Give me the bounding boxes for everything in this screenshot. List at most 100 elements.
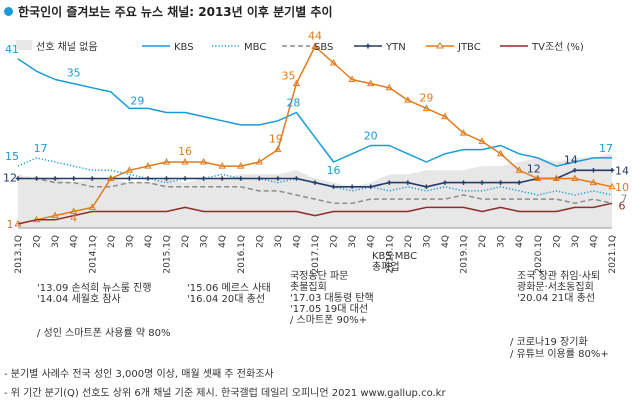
jtbc-point [162, 157, 171, 165]
ytn-point [572, 167, 578, 173]
jtbc-point [441, 112, 449, 120]
x-tick-label: 3Q [422, 235, 432, 248]
x-tick-label: 2Q [181, 235, 191, 248]
x-tick-label: 2Q [330, 235, 340, 248]
annotation-text: '15.06 메르스 사태 [187, 282, 271, 294]
x-tick-label: 2015.1Q [163, 235, 173, 274]
ytn-point [516, 180, 522, 185]
ytn-point [386, 180, 392, 185]
x-tick-label: 2013.1Q [14, 235, 24, 274]
x-tick-label: 2018.1Q [385, 235, 395, 274]
ytn-point [182, 176, 188, 181]
jtbc-point [422, 104, 431, 111]
data-label-jtbc: 29 [419, 91, 433, 104]
jtbc-point [51, 211, 59, 219]
x-tick-label: 2014.1Q [88, 235, 98, 274]
ytn-point [145, 176, 151, 181]
x-tick-label: 2Q [107, 235, 117, 248]
data-label-jtbc: 10 [615, 181, 629, 194]
jtbc-point [385, 83, 393, 91]
annotation-text: 총파업 [372, 260, 400, 273]
x-tick-label: 2Q [478, 235, 488, 248]
ytn-point [238, 176, 244, 181]
x-tick-label: 2020.1Q [534, 235, 544, 274]
ytn-point [275, 176, 281, 181]
jtbc-point [496, 149, 505, 157]
x-tick-label: 2017.1Q [311, 235, 321, 274]
jtbc-point [88, 203, 96, 210]
series-line-tv [17, 202, 613, 225]
x-tick-label: 4Q [367, 235, 377, 248]
ytn-point [331, 184, 336, 190]
title-bullet-icon [4, 7, 13, 16]
data-label-kbs: 41 [5, 43, 19, 56]
ytn-point [294, 176, 299, 181]
ytn-point [312, 180, 318, 185]
x-tick-label: 3Q [497, 235, 507, 248]
data-label-tv: 6 [619, 199, 626, 212]
x-tick-label: 2Q [255, 235, 265, 248]
footer-note-1: - 분기별 사례수 전국 성인 3,000명 이상, 매월 셋째 주 전화조사 [4, 369, 274, 380]
annotation-text: '17.03 대통령 탄핵 [290, 292, 374, 304]
legend-label-jtbc: JTBC [457, 42, 481, 53]
ytn-point [498, 180, 503, 185]
data-label-kbs: 28 [286, 97, 300, 110]
ytn-point [15, 176, 21, 181]
legend-marker-ytn [365, 43, 371, 49]
jtbc-point [534, 174, 542, 181]
annotation-text: / 코로나19 장기화 [510, 336, 588, 348]
jtbc-point [218, 162, 226, 169]
ytn-point [405, 180, 411, 185]
ytn-point [257, 176, 262, 181]
annotation-text: 국정농단 파문 [290, 270, 348, 282]
data-label-kbs: 29 [130, 94, 144, 107]
ytn-point [219, 176, 225, 181]
series-line-sbs [18, 177, 613, 205]
x-tick-label: 2Q [404, 235, 414, 248]
x-tick-label: 4Q [515, 235, 525, 248]
annotation-text: / 유튜브 이용률 80%+ [510, 348, 609, 360]
jtbc-point [329, 58, 338, 66]
data-label-jtbc: 16 [178, 145, 192, 158]
jtbc-point [181, 157, 189, 165]
legend-label-mbc: MBC [244, 42, 266, 53]
data-label-kbs: 20 [364, 130, 378, 143]
data-label-jtbc: 1 [7, 218, 14, 231]
ytn-point [89, 176, 95, 181]
data-label-sbs: 7 [621, 192, 628, 205]
annotation-text: 조국 장관 취임·사퇴 [517, 269, 600, 282]
jtbc-point [459, 129, 468, 136]
data-label-kbs: 35 [67, 67, 81, 80]
x-tick-label: 2Q [33, 235, 43, 248]
x-tick-label: 4Q [589, 235, 599, 248]
annotation-text: 촛불집회 [290, 281, 327, 293]
legend-area-label: 선호 채널 없음 [36, 40, 98, 53]
legend-area-swatch [16, 40, 32, 50]
data-label-ytn: 14 [564, 153, 578, 166]
x-tick-label: 3Q [51, 235, 61, 248]
legend-label-tv: TV조선 (%) [531, 41, 584, 53]
jtbc-point [552, 174, 560, 181]
ytn-point [164, 176, 169, 181]
ytn-point [349, 184, 355, 190]
x-tick-label: 3Q [571, 235, 581, 248]
jtbc-point [571, 174, 579, 181]
jtbc-point [478, 137, 486, 144]
ytn-point [34, 176, 39, 181]
jtbc-point [70, 207, 78, 214]
area-no-preference [18, 153, 612, 228]
annotation-text: / 스마트폰 90%+ [290, 314, 367, 326]
chart-title: 한국인이 즐겨보는 주요 뉴스 채널: 2013년 이후 분기별 추이 [4, 3, 333, 20]
legend-label-sbs: SBS [314, 42, 333, 53]
annotation-text: '17.05 19대 대선 [290, 303, 368, 315]
jtbc-point [144, 162, 152, 169]
footer-note-2: - 위 기간 분기(Q) 선호도 상위 6개 채널 기준 제시. 한국갤럽 데일… [4, 388, 446, 399]
data-label-ytn: 14 [615, 164, 629, 177]
jtbc-point [348, 75, 356, 82]
x-tick-label: 3Q [348, 235, 358, 248]
legend-label-ytn: YTN [385, 42, 406, 53]
ytn-point [424, 184, 429, 190]
jtbc-point [125, 166, 134, 173]
x-tick-label: 3Q [125, 235, 135, 248]
